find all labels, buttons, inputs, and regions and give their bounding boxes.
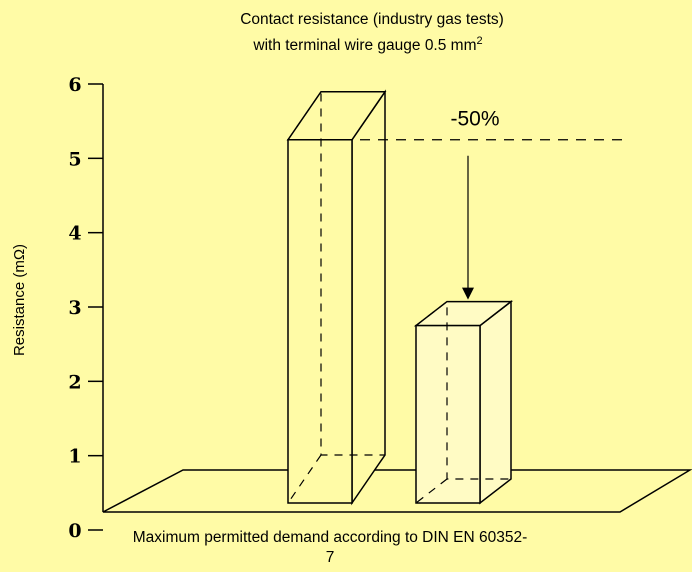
y-axis-label: Resistance (mΩ)	[11, 244, 28, 356]
y-tick-label: 4	[68, 223, 81, 245]
bar-side	[479, 300, 512, 505]
bar-side	[351, 89, 386, 506]
bar	[415, 324, 481, 504]
arrow-head	[462, 287, 474, 300]
y-tick-label: 2	[68, 371, 81, 393]
bar-hidden-edge	[287, 454, 322, 504]
chart-subtitle: with terminal wire gauge 0.5 mm2	[252, 35, 482, 54]
subtitle-text: with terminal wire gauge 0.5 mm	[252, 37, 476, 54]
y-tick-label: 0	[68, 520, 81, 542]
y-tick-label: 6	[68, 74, 81, 96]
bar	[287, 139, 353, 504]
subtitle-superscript: 2	[477, 35, 483, 47]
y-tick-label: 1	[68, 446, 81, 468]
y-tick-label: 5	[68, 148, 81, 170]
bar-hidden-edge	[415, 300, 511, 480]
y-tick-label: 3	[68, 297, 81, 319]
chart-title: Contact resistance (industry gas tests)	[240, 11, 504, 28]
x-axis-label: Maximum permitted demand according to DI…	[132, 529, 528, 566]
bar-hidden-edge	[287, 89, 385, 456]
bar-hidden-edge	[415, 478, 448, 504]
floor	[102, 469, 692, 513]
annotation: -50%	[450, 108, 499, 131]
